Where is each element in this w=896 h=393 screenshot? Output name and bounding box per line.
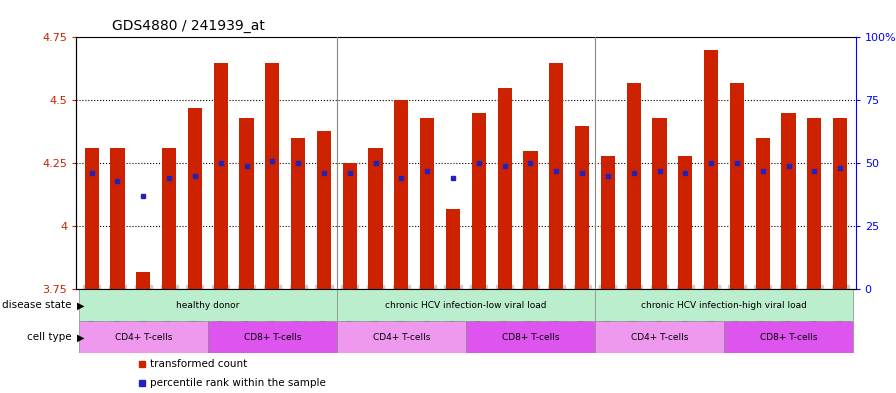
Bar (79, 321, 208, 353)
Text: ▶: ▶ (77, 300, 84, 310)
Bar (466, 321, 595, 353)
Text: CD4+ T-cells: CD4+ T-cells (115, 333, 172, 342)
Bar (781, 113, 796, 289)
Bar (523, 151, 538, 289)
Bar (724, 321, 853, 353)
Text: ▶: ▶ (77, 332, 84, 342)
Text: transformed count: transformed count (151, 359, 247, 369)
Bar (730, 83, 744, 289)
Bar (136, 272, 151, 289)
Bar (471, 113, 486, 289)
Bar (162, 148, 177, 289)
Text: percentile rank within the sample: percentile rank within the sample (151, 378, 326, 388)
Bar (446, 209, 461, 289)
Bar (595, 321, 724, 353)
Text: disease state: disease state (2, 300, 72, 310)
Bar (626, 83, 641, 289)
Bar (497, 88, 512, 289)
Text: CD4+ T-cells: CD4+ T-cells (631, 333, 688, 342)
Text: chronic HCV infection-high viral load: chronic HCV infection-high viral load (642, 301, 807, 310)
Text: CD8+ T-cells: CD8+ T-cells (760, 333, 817, 342)
Text: CD4+ T-cells: CD4+ T-cells (373, 333, 430, 342)
Bar (368, 148, 383, 289)
Bar (575, 125, 590, 289)
Bar (265, 62, 280, 289)
Text: healthy donor: healthy donor (177, 301, 239, 310)
Bar (678, 156, 693, 289)
Text: CD8+ T-cells: CD8+ T-cells (244, 333, 301, 342)
Bar (317, 130, 331, 289)
Bar (291, 138, 306, 289)
Bar (755, 138, 770, 289)
Bar (601, 156, 615, 289)
Bar (595, 289, 853, 321)
Bar (394, 100, 409, 289)
Bar (188, 108, 202, 289)
Bar (704, 50, 719, 289)
Bar (84, 148, 99, 289)
Bar (208, 321, 337, 353)
Bar (239, 118, 254, 289)
Bar (420, 118, 435, 289)
Bar (342, 163, 357, 289)
Bar (337, 321, 466, 353)
Bar (337, 289, 595, 321)
Text: chronic HCV infection-low viral load: chronic HCV infection-low viral load (385, 301, 547, 310)
Bar (213, 62, 228, 289)
Text: cell type: cell type (27, 332, 72, 342)
Bar (807, 118, 822, 289)
Bar (652, 118, 667, 289)
Bar (833, 118, 848, 289)
Bar (79, 289, 337, 321)
Text: GDS4880 / 241939_at: GDS4880 / 241939_at (112, 19, 265, 33)
Text: CD8+ T-cells: CD8+ T-cells (502, 333, 559, 342)
Bar (549, 62, 564, 289)
Bar (110, 148, 125, 289)
